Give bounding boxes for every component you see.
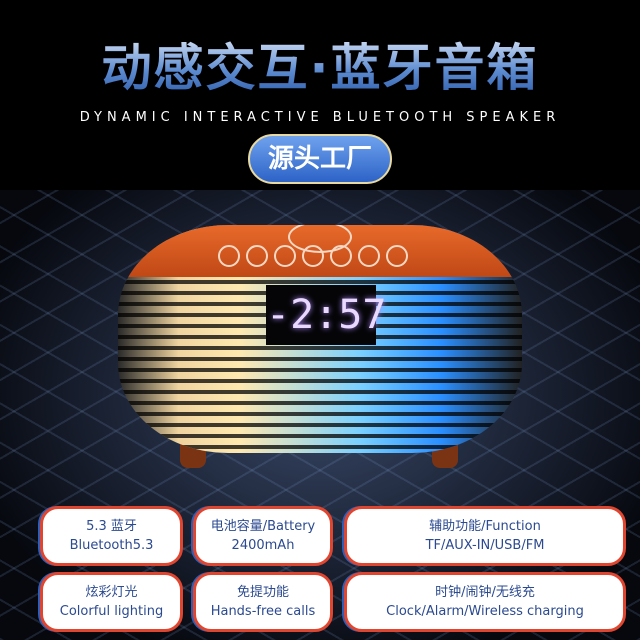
feature-label-en: Colorful lighting — [59, 604, 164, 619]
button-icon — [386, 245, 408, 267]
factory-badge: 源头工厂 — [248, 134, 392, 184]
feature-label-cn: 时钟/闹钟/无线充 — [435, 585, 535, 600]
feature-card: 免提功能 Hands-free calls — [193, 572, 333, 632]
feature-label-cn: 炫彩灯光 — [85, 585, 138, 600]
page-title: 动感交互·蓝牙音箱 — [0, 28, 640, 100]
feature-label-en: Clock/Alarm/Wireless charging — [386, 604, 584, 619]
feature-label-cn: 5.3 蓝牙 — [86, 519, 137, 534]
speaker-product: -2:57 — [118, 225, 522, 453]
feature-card: 辅助功能/Function TF/AUX-IN/USB/FM — [344, 506, 626, 566]
button-icon — [358, 245, 380, 267]
feature-label-en: TF/AUX-IN/USB/FM — [425, 538, 545, 553]
subtitle: DYNAMIC INTERACTIVE BLUETOOTH SPEAKER — [79, 110, 561, 125]
feature-card: 炫彩灯光 Colorful lighting — [40, 572, 183, 632]
speaker-top-panel — [118, 225, 522, 277]
button-icon — [302, 245, 324, 267]
feature-label-en: 2400mAh — [231, 538, 295, 553]
button-icon — [330, 245, 352, 267]
button-icon — [274, 245, 296, 267]
feature-card: 电池容量/Battery 2400mAh — [193, 506, 333, 566]
feature-label-cn: 免提功能 — [236, 585, 289, 600]
button-icon — [246, 245, 268, 267]
feature-label-en: Bluetooth5.3 — [69, 538, 154, 553]
clock-display: -2:57 — [266, 285, 386, 345]
feature-card: 5.3 蓝牙 Bluetooth5.3 — [40, 506, 183, 566]
feature-label-cn: 电池容量/Battery — [210, 519, 316, 534]
feature-card: 时钟/闹钟/无线充 Clock/Alarm/Wireless charging — [344, 572, 626, 632]
button-icon — [218, 245, 240, 267]
feature-label-cn: 辅助功能/Function — [429, 519, 541, 534]
feature-label-en: Hands-free calls — [210, 604, 316, 619]
